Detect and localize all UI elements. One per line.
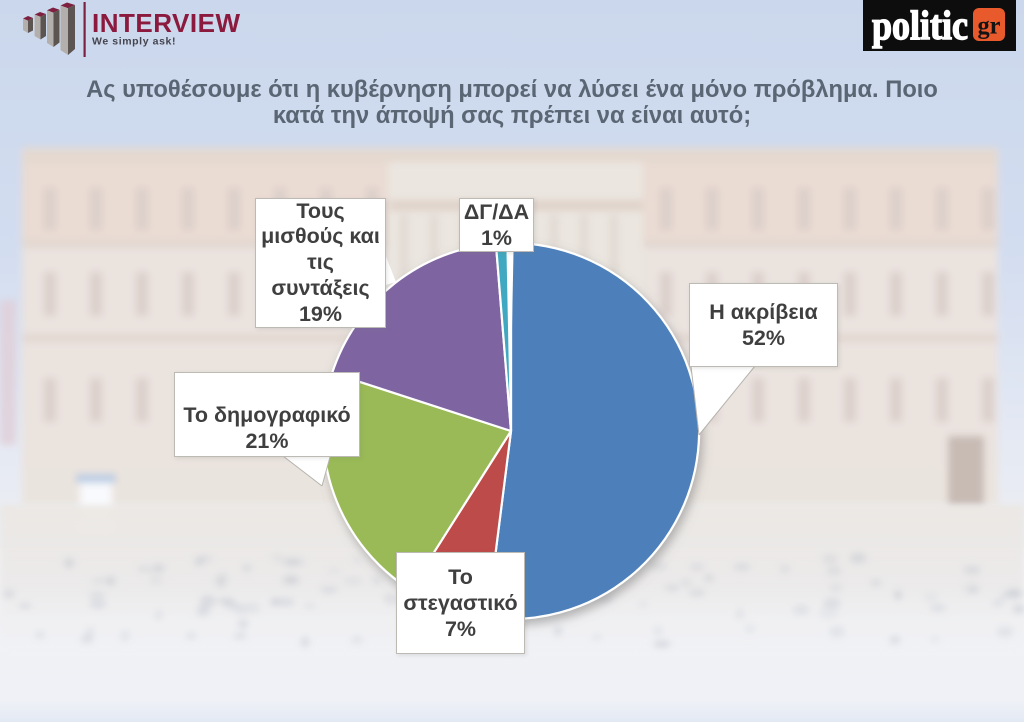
svg-text:We simply ask!: We simply ask! (92, 36, 176, 48)
svg-text:INTERVIEW: INTERVIEW (92, 8, 240, 38)
svg-text:gr: gr (978, 13, 1001, 40)
svg-text:politic: politic (872, 2, 968, 48)
